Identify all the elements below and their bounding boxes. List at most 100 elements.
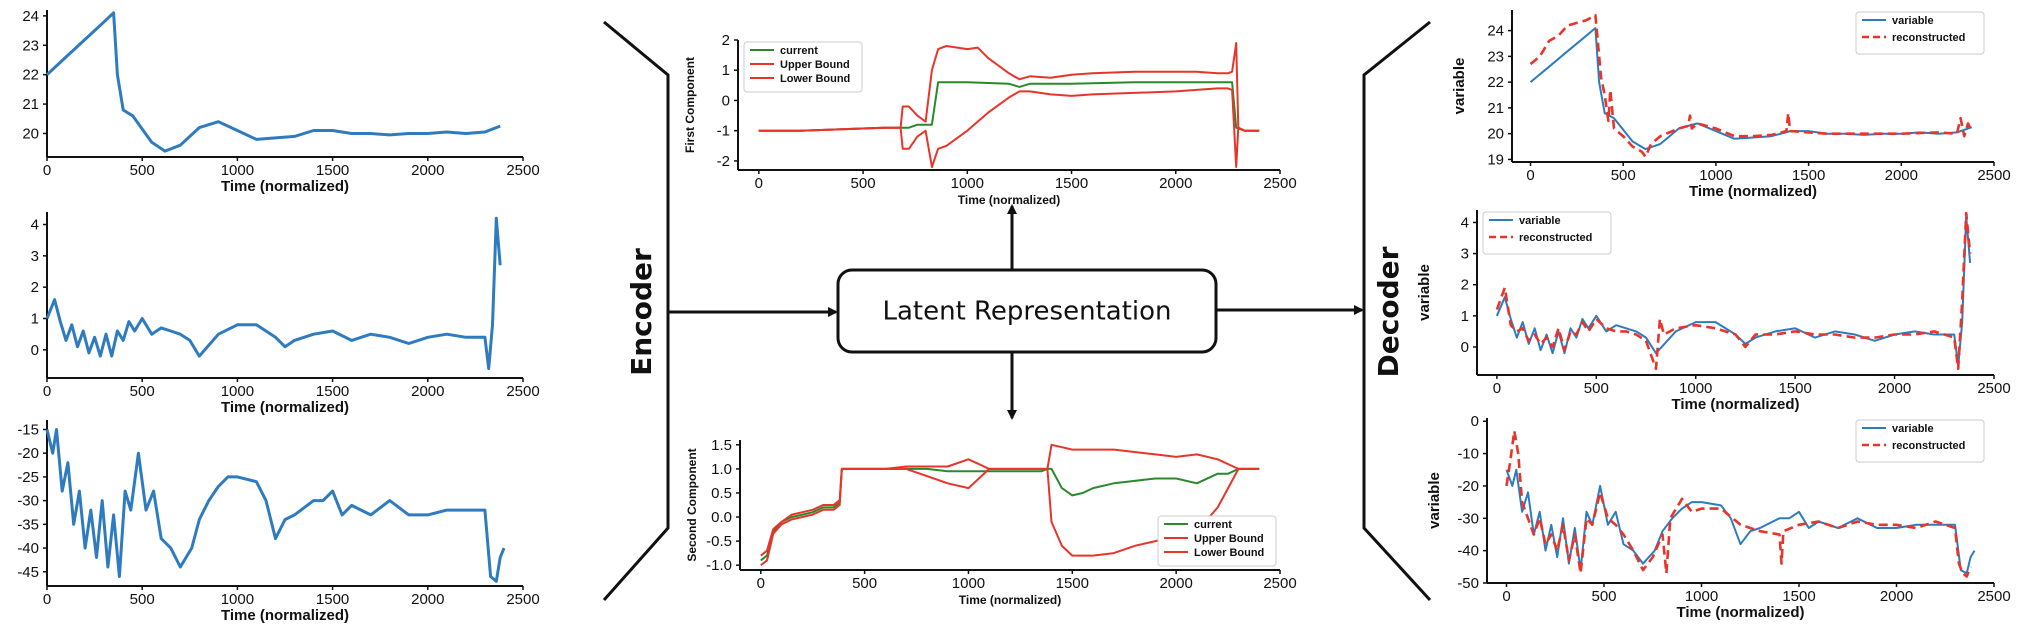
y-tick-label: -35: [17, 516, 39, 533]
y-tick-label: 2: [722, 32, 730, 49]
y-tick-label: -40: [1457, 543, 1479, 560]
x-tick-label: 2000: [411, 383, 444, 400]
y-tick-label: 2: [1461, 277, 1469, 294]
x-tick-label: 1000: [221, 591, 254, 608]
series-line-variable: [45, 428, 506, 583]
y-tick-label: 23: [22, 37, 39, 54]
y-tick-label: -2: [717, 153, 730, 170]
x-axis-label: Time (normalized): [959, 593, 1061, 607]
x-tick-label: 0: [1502, 588, 1510, 605]
y-axis-label: variable: [0, 55, 3, 112]
y-tick-label: -50: [1457, 575, 1479, 592]
x-tick-label: 0: [43, 162, 51, 179]
x-tick-label: 1000: [1685, 588, 1718, 605]
x-tick-label: 1000: [221, 162, 254, 179]
series-line-variable: [1505, 468, 1976, 575]
y-tick-label: 1.5: [711, 437, 732, 454]
x-tick-label: 2000: [1880, 588, 1913, 605]
y-tick-label: 19: [1487, 151, 1504, 168]
x-tick-label: 1000: [1679, 380, 1712, 397]
y-tick-label: 24: [1487, 23, 1504, 40]
x-tick-label: 1000: [1699, 167, 1732, 184]
x-tick-label: 2000: [411, 162, 444, 179]
y-axis-label: variable: [0, 475, 3, 532]
y-tick-label: 0: [1471, 413, 1479, 430]
legend-label: reconstructed: [1892, 32, 1965, 44]
legend-label: current: [1194, 519, 1232, 531]
input-plot-2: 0 500 1000 1500 2000 2500 0 1 2 3 4 Time (normalize…: [0, 212, 540, 416]
x-tick-label: 0: [1493, 380, 1501, 397]
y-tick-label: -15: [17, 421, 39, 438]
x-tick-label: 0: [1526, 167, 1534, 184]
y-tick-label: 1: [1461, 308, 1469, 325]
y-tick-label: -20: [17, 445, 39, 462]
x-tick-label: 1500: [1056, 575, 1089, 592]
x-tick-label: 2500: [1977, 167, 2010, 184]
x-tick-label: 2500: [506, 591, 539, 608]
y-tick-label: 22: [22, 67, 39, 84]
x-tick-label: 500: [1584, 380, 1609, 397]
x-tick-label: 2500: [1977, 380, 2010, 397]
x-tick-label: 1500: [1055, 175, 1088, 192]
y-tick-label: 3: [1461, 246, 1469, 263]
series-line-reconstructed: [1505, 429, 1972, 578]
decoder-block: [1362, 20, 1432, 602]
series-line-lower-bound: [758, 87, 1260, 168]
encoder-block: [602, 20, 670, 601]
y-tick-label: -40: [17, 540, 39, 557]
x-tick-label: 500: [1591, 588, 1616, 605]
y-tick-label: 21: [22, 96, 39, 113]
x-tick-label: 0: [755, 175, 763, 192]
series-line-current: [760, 467, 1260, 562]
x-tick-label: 1500: [316, 591, 349, 608]
x-tick-label: 500: [1611, 167, 1636, 184]
y-axis-label: variable: [1426, 472, 1443, 529]
x-tick-label: 0: [43, 591, 51, 608]
y-tick-label: -1: [717, 123, 730, 140]
legend-label: reconstructed: [1892, 440, 1965, 452]
series-line-variable: [45, 216, 502, 371]
x-tick-label: 500: [130, 383, 155, 400]
legend-label: current: [780, 45, 818, 57]
x-tick-label: 1500: [1778, 380, 1811, 397]
legend-label: variable: [1519, 215, 1561, 227]
input-plot-3: 0 500 1000 1500 2000 2500 -15 -20 -25 -30 -35 -40 -4…: [0, 420, 540, 624]
legend-label: Upper Bound: [1194, 533, 1264, 545]
x-tick-label: 0: [43, 383, 51, 400]
x-tick-label: 2500: [1263, 175, 1296, 192]
x-axis-label: Time (normalized): [221, 399, 349, 416]
y-tick-label: 1: [722, 62, 730, 79]
y-tick-label: 2: [31, 279, 39, 296]
x-axis-label: Time (normalized): [958, 193, 1060, 207]
legend-box: [1855, 419, 1985, 463]
x-tick-label: 500: [852, 575, 877, 592]
y-tick-label: 1: [31, 310, 39, 327]
series-line-upper-bound: [758, 42, 1260, 132]
y-tick-label: 4: [31, 217, 39, 234]
x-tick-label: 1500: [1782, 588, 1815, 605]
y-tick-label: -0.5: [706, 533, 732, 550]
output-plot-1: 0 500 1000 1500 2000 2500 19 20 21 22 23 24 Time (no…: [1451, 10, 2011, 200]
decoder-label: Decoder: [1372, 246, 1405, 377]
y-tick-label: -20: [1457, 478, 1479, 495]
y-axis-label: Second Component: [685, 448, 699, 561]
legend-box: [1482, 211, 1612, 255]
x-tick-label: 500: [130, 162, 155, 179]
y-tick-label: -30: [17, 493, 39, 510]
y-tick-label: 0: [1461, 339, 1469, 356]
legend-box: [1157, 515, 1277, 567]
x-tick-label: 1000: [952, 575, 985, 592]
x-tick-label: 2000: [1159, 175, 1192, 192]
y-tick-label: -10: [1457, 446, 1479, 463]
y-tick-label: 0: [31, 342, 39, 359]
output-plot-2: 0 500 1000 1500 2000 2500 0 1 2 3 4 Time (normalize…: [1416, 210, 2011, 413]
x-tick-label: 2000: [1885, 167, 1918, 184]
y-tick-label: 0.5: [711, 485, 732, 502]
series-line-upper-bound: [760, 443, 1260, 557]
y-axis-label: First Component: [683, 57, 697, 153]
latent-second-component-plot: 0 500 1000 1500 2000 2500 1.5 1.0 0.5 0.0 -0.5 -1.0…: [685, 437, 1297, 607]
y-tick-label: 24: [22, 8, 39, 25]
x-tick-label: 2000: [1878, 380, 1911, 397]
latent-first-component-plot: 0 500 1000 1500 2000 2500 2 1 0 -1 -2 Time (normali…: [683, 32, 1297, 207]
